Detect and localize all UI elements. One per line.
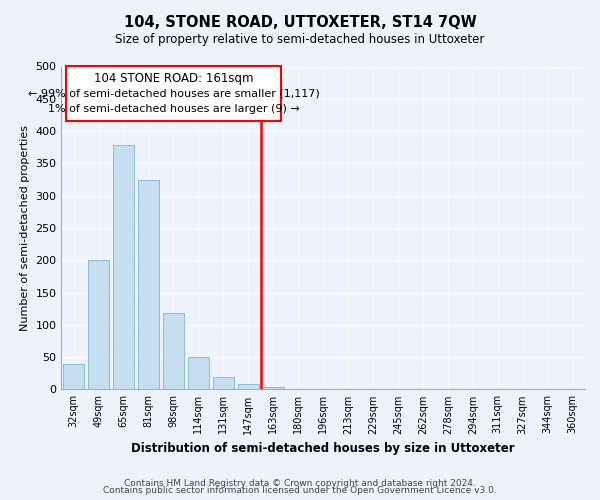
Bar bbox=[138, 180, 159, 390]
Bar bbox=[88, 260, 109, 390]
Bar bbox=[263, 388, 284, 390]
Bar bbox=[66, 66, 281, 122]
Bar bbox=[113, 146, 134, 390]
Text: 104 STONE ROAD: 161sqm: 104 STONE ROAD: 161sqm bbox=[94, 72, 253, 85]
Y-axis label: Number of semi-detached properties: Number of semi-detached properties bbox=[20, 125, 29, 331]
Bar bbox=[188, 357, 209, 390]
Text: 1% of semi-detached houses are larger (9) →: 1% of semi-detached houses are larger (9… bbox=[47, 104, 299, 115]
Bar bbox=[412, 389, 433, 390]
Text: Size of property relative to semi-detached houses in Uttoxeter: Size of property relative to semi-detach… bbox=[115, 32, 485, 46]
Bar bbox=[238, 384, 259, 390]
Text: ← 99% of semi-detached houses are smaller (1,117): ← 99% of semi-detached houses are smalle… bbox=[28, 89, 319, 99]
Bar bbox=[562, 389, 583, 390]
Bar bbox=[63, 364, 85, 390]
Text: Contains HM Land Registry data © Crown copyright and database right 2024.: Contains HM Land Registry data © Crown c… bbox=[124, 478, 476, 488]
Text: 104, STONE ROAD, UTTOXETER, ST14 7QW: 104, STONE ROAD, UTTOXETER, ST14 7QW bbox=[124, 15, 476, 30]
X-axis label: Distribution of semi-detached houses by size in Uttoxeter: Distribution of semi-detached houses by … bbox=[131, 442, 515, 455]
Bar bbox=[213, 376, 234, 390]
Bar bbox=[287, 389, 309, 390]
Bar bbox=[163, 312, 184, 390]
Text: Contains public sector information licensed under the Open Government Licence v3: Contains public sector information licen… bbox=[103, 486, 497, 495]
